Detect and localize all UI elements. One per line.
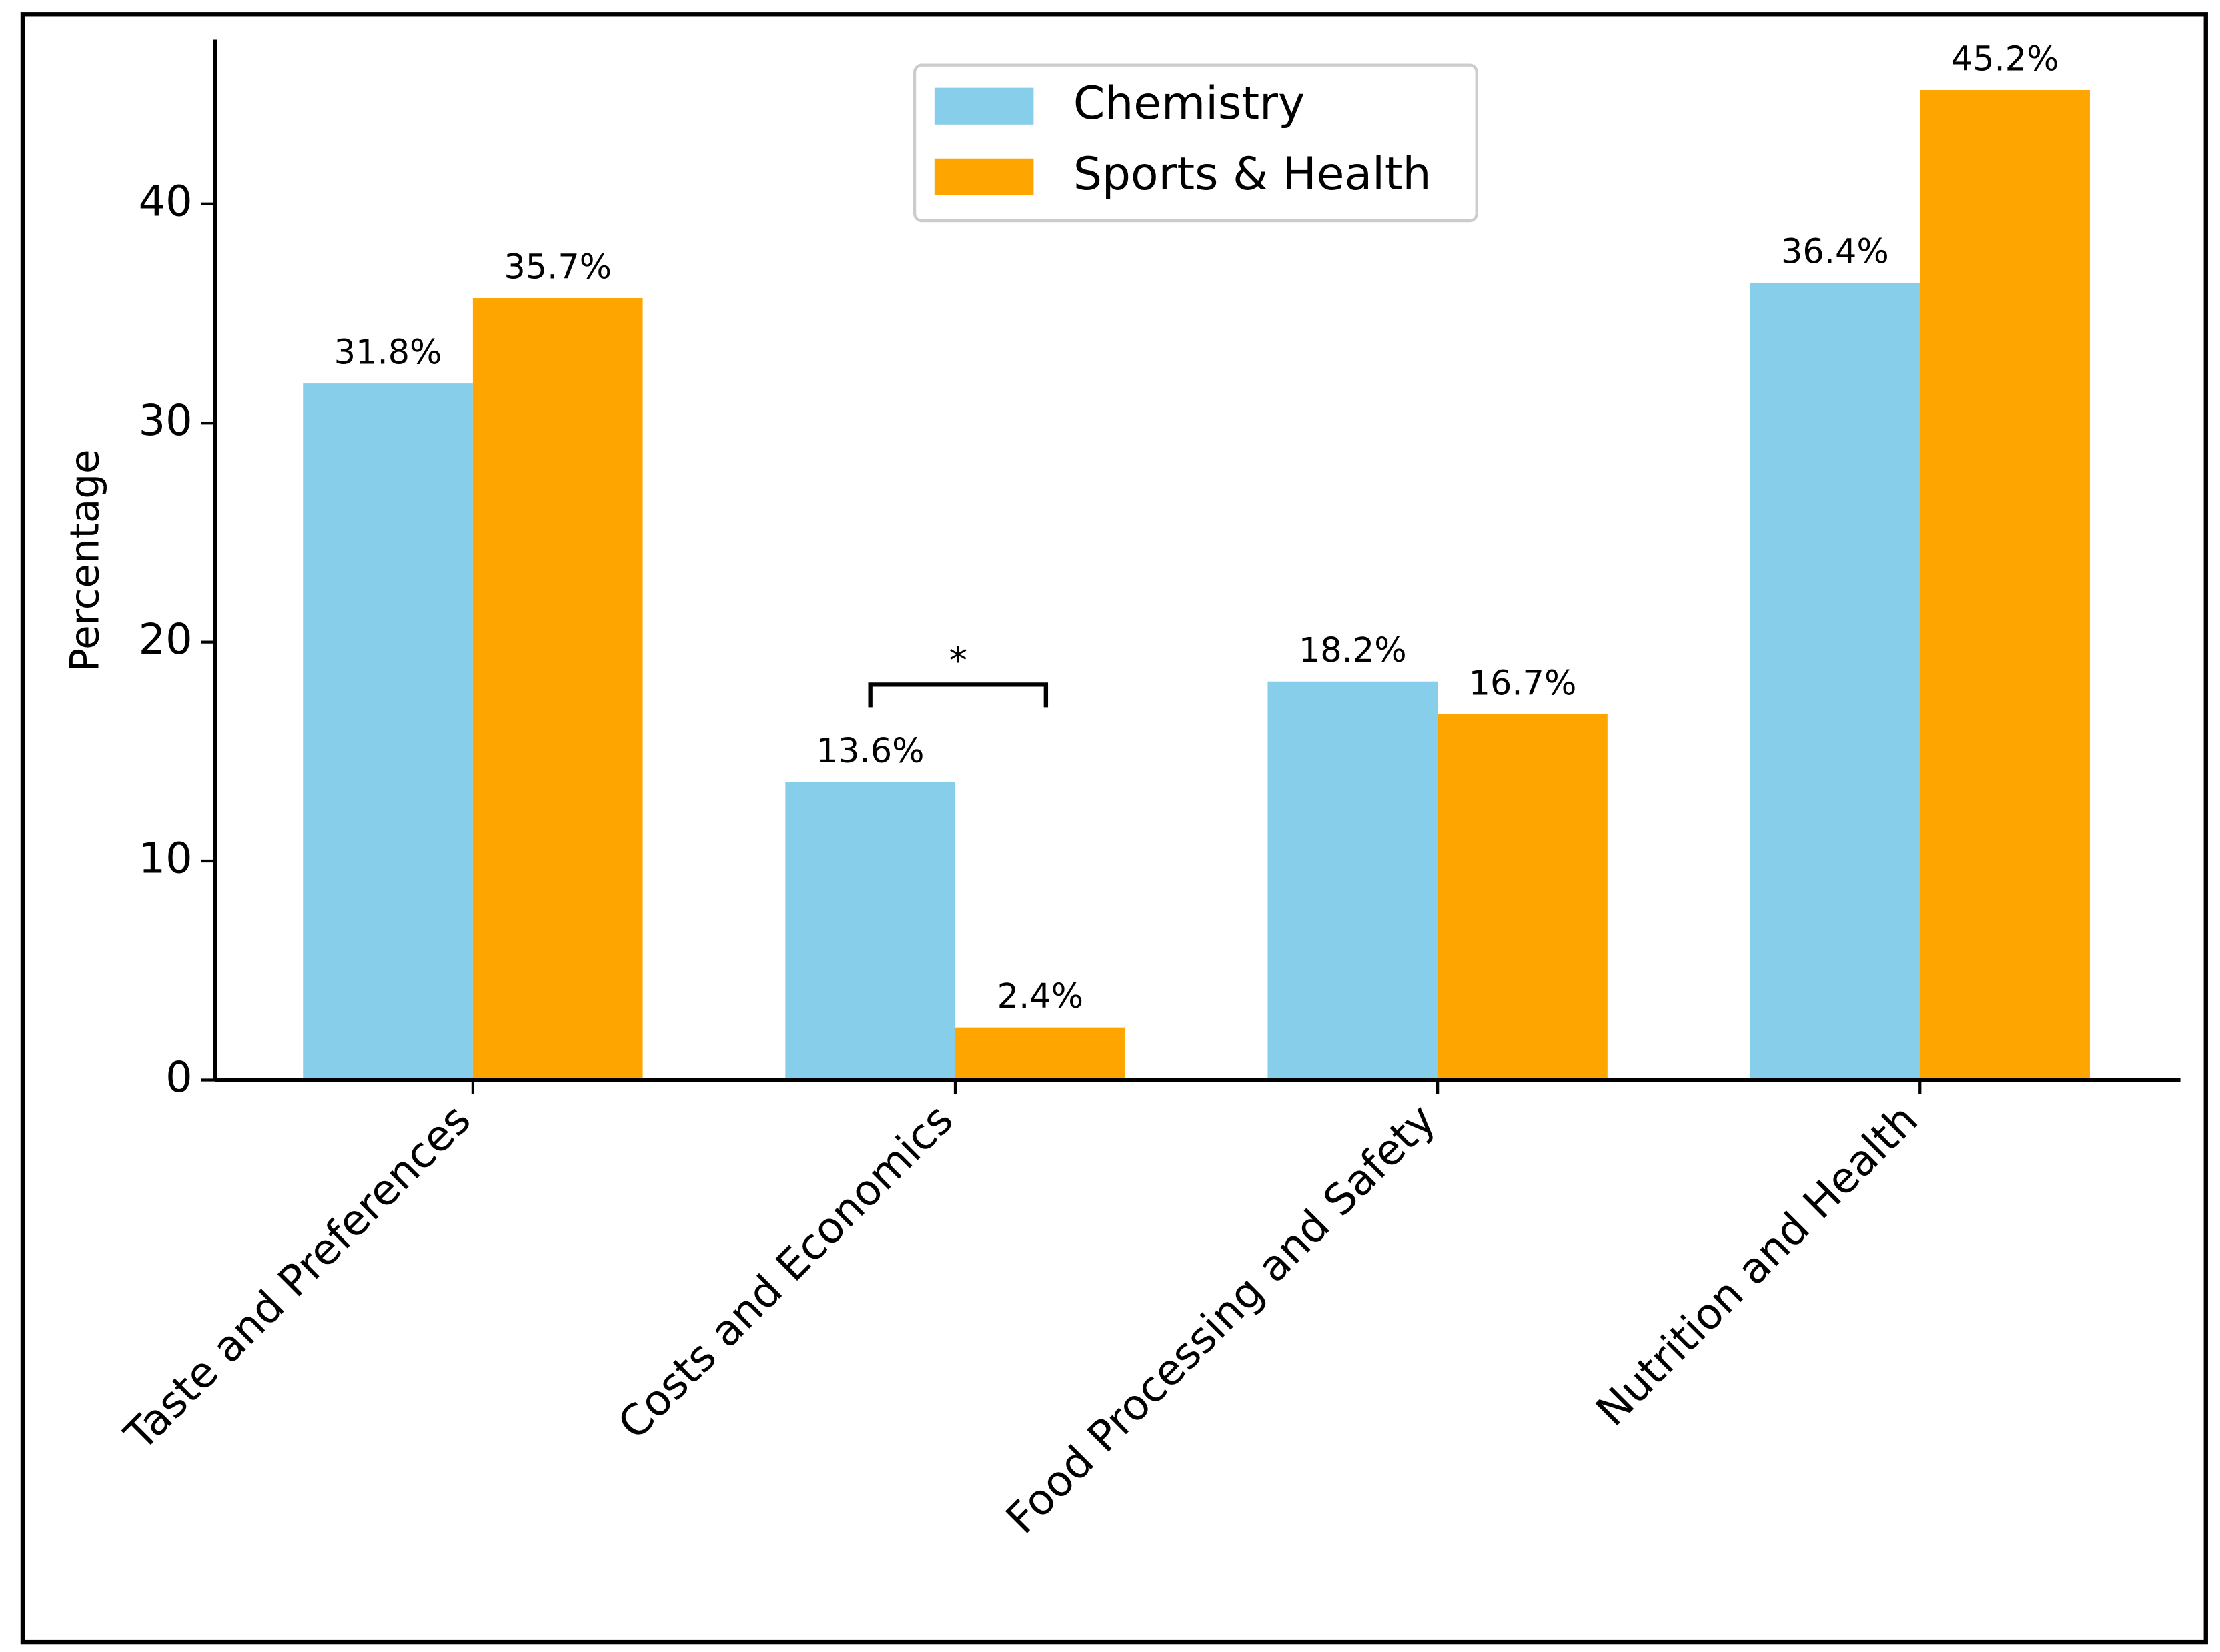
- bar: [1750, 283, 1920, 1080]
- y-axis-label: Percentage: [63, 449, 109, 672]
- legend-swatch: [934, 158, 1034, 195]
- y-tick-label: 30: [139, 396, 193, 446]
- bar: [1920, 90, 2090, 1080]
- bar: [472, 298, 643, 1080]
- significance-bracket: [868, 682, 1049, 708]
- legend-label: Sports & Health: [1073, 148, 1432, 201]
- y-tick-label: 20: [139, 615, 193, 664]
- value-label: 18.2%: [1299, 631, 1407, 670]
- bar: [1438, 714, 1608, 1080]
- value-label: 2.4%: [997, 977, 1083, 1016]
- legend-label: Chemistry: [1073, 77, 1305, 130]
- y-tick-label: 40: [139, 177, 193, 226]
- value-label: 35.7%: [504, 247, 612, 287]
- bar: [785, 782, 956, 1080]
- bar: [955, 1027, 1125, 1080]
- significance-marker: *: [949, 640, 967, 682]
- y-tick-label: 0: [165, 1053, 193, 1102]
- value-label: 45.2%: [1951, 39, 2059, 79]
- legend-swatch: [934, 87, 1034, 125]
- legend-box: [913, 63, 1478, 223]
- bar: [1267, 681, 1438, 1080]
- bar: [303, 383, 473, 1080]
- value-label: 13.6%: [816, 732, 925, 771]
- value-label: 16.7%: [1469, 664, 1577, 703]
- y-tick-label: 10: [139, 834, 193, 884]
- value-label: 36.4%: [1781, 232, 1889, 271]
- value-label: 31.8%: [334, 333, 442, 372]
